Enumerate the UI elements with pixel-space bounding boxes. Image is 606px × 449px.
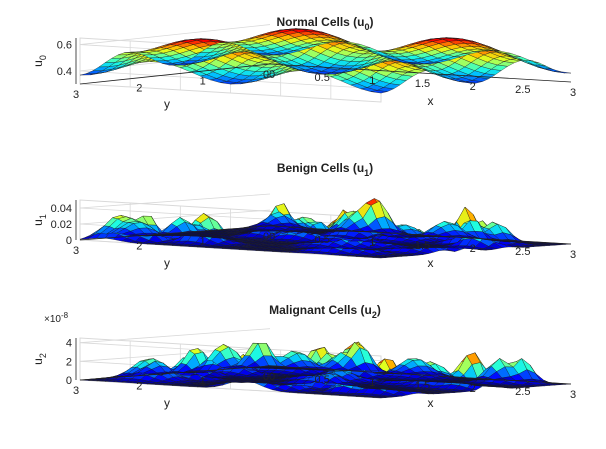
x-tick-label: 2.5 xyxy=(515,246,530,258)
z-tick-label: 0 xyxy=(66,375,72,387)
x-tick-label: 0.5 xyxy=(315,234,330,246)
x-tick-label: 3 xyxy=(570,389,576,401)
y-tick-label: 2 xyxy=(136,380,142,392)
x-tick-label: 0 xyxy=(269,69,275,81)
y-tick-label: 0 xyxy=(263,231,269,243)
x-tick-label: 3 xyxy=(570,249,576,261)
y-tick-label: 1 xyxy=(200,76,206,88)
chart-title: Malignant Cells (u2) xyxy=(269,303,381,320)
x-tick-label: 1.5 xyxy=(415,240,430,252)
x-tick-label: 3 xyxy=(570,87,576,99)
grid-line-z-side xyxy=(79,193,271,209)
x-tick-label: 1 xyxy=(369,237,375,249)
z-exponent-label: ×10-8 xyxy=(44,311,69,325)
x-tick-label: 1.5 xyxy=(415,380,430,392)
y-tick-label: 1 xyxy=(200,376,206,388)
y-axis-label: y xyxy=(164,256,170,270)
grid-line-z-side xyxy=(79,328,271,344)
x-tick-label: 0 xyxy=(269,231,275,243)
chart-title: Benign Cells (u1) xyxy=(277,161,373,178)
y-tick-label: 0 xyxy=(263,69,269,81)
z-tick-label: 0.02 xyxy=(51,219,72,231)
y-tick-label: 1 xyxy=(200,236,206,248)
y-tick-label: 3 xyxy=(73,385,79,397)
grid-line-z-side xyxy=(79,24,271,45)
x-axis-label: x xyxy=(428,94,434,108)
y-axis-label: y xyxy=(164,97,170,111)
surface-mesh xyxy=(79,28,572,94)
x-tick-label: 0 xyxy=(269,371,275,383)
y-tick-label: 2 xyxy=(136,82,142,94)
x-tick-label: 1 xyxy=(369,377,375,389)
z-tick-label: 0 xyxy=(66,235,72,247)
z-tick-label: 0.6 xyxy=(57,40,72,52)
y-tick-label: 3 xyxy=(73,245,79,257)
x-axis-label: x xyxy=(428,396,434,410)
x-tick-label: 2 xyxy=(470,243,476,255)
x-tick-label: 2 xyxy=(470,81,476,93)
x-axis-line xyxy=(269,365,572,385)
z-tick-label: 0.04 xyxy=(51,203,72,215)
z-tick-label: 4 xyxy=(66,338,72,350)
y-tick-label: 0 xyxy=(263,371,269,383)
x-tick-label: 2.5 xyxy=(515,386,530,398)
x-axis-label: x xyxy=(428,256,434,270)
x-tick-label: 1.5 xyxy=(415,78,430,90)
y-axis-line xyxy=(79,63,271,85)
z-axis-label: u0 xyxy=(31,55,48,67)
y-axis-line xyxy=(79,365,271,381)
y-tick-label: 2 xyxy=(136,240,142,252)
x-tick-label: 2.5 xyxy=(515,84,530,96)
surface-panel-0: 0 0.5 1 1.5 2 2.5 3 3 2 1 0 0.4 0.6 x y u0 xyxy=(31,24,576,111)
x-axis-line xyxy=(269,225,572,245)
y-tick-label: 3 xyxy=(73,89,79,101)
y-axis-line xyxy=(79,225,271,241)
z-tick-label: 2 xyxy=(66,356,72,368)
x-tick-label: 1 xyxy=(369,75,375,87)
z-axis-label: u2 xyxy=(31,353,48,365)
x-axis-line xyxy=(269,63,572,83)
y-axis-label: y xyxy=(164,396,170,410)
x-tick-label: 0.5 xyxy=(315,72,330,84)
surface-patch xyxy=(554,71,572,74)
surface-mesh xyxy=(79,341,572,399)
z-axis-label: u1 xyxy=(31,214,48,226)
x-tick-label: 0.5 xyxy=(315,374,330,386)
surface-mesh xyxy=(79,198,572,259)
grid-line-z-side xyxy=(79,346,271,362)
x-tick-label: 2 xyxy=(470,383,476,395)
z-tick-label: 0.4 xyxy=(57,66,72,78)
chart-title: Normal Cells (u0) xyxy=(276,15,373,32)
